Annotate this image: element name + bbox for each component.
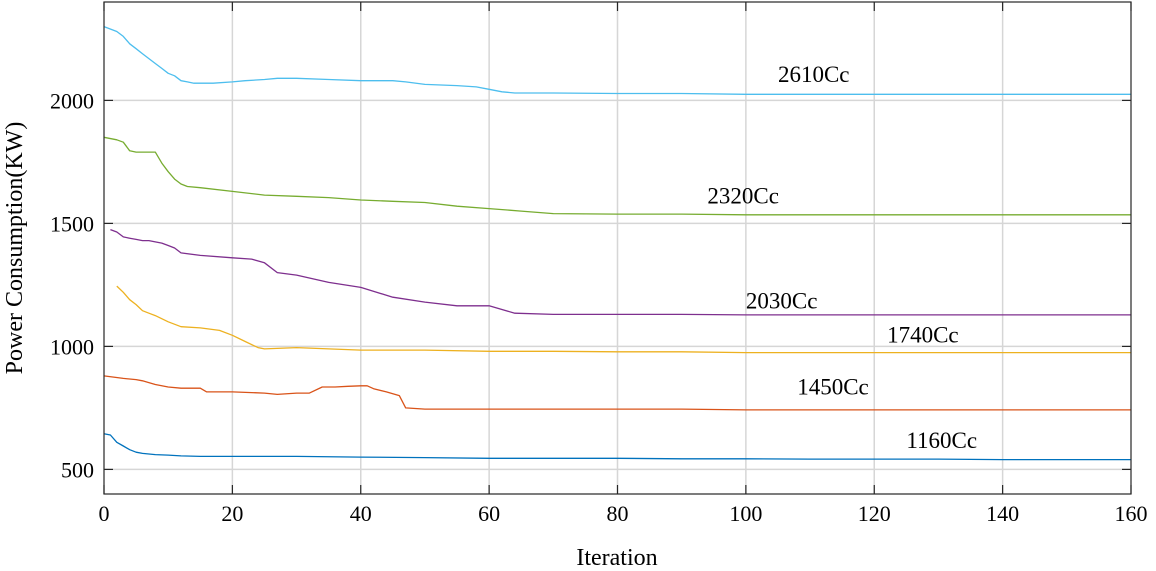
series-label-2610Cc: 2610Cc [778, 62, 850, 87]
series-line-1740Cc [116, 285, 1131, 354]
y-axis-title: Power Consumption(KW) [2, 122, 28, 375]
x-tick-label: 120 [858, 501, 891, 526]
series-line-2030Cc [110, 228, 1131, 316]
x-tick-label: 100 [729, 501, 762, 526]
x-tick-label: 40 [350, 501, 372, 526]
y-tick-label: 500 [61, 457, 94, 482]
grid [104, 2, 1131, 494]
series-line-1450Cc [103, 375, 1131, 411]
series-lines [103, 25, 1131, 461]
series-label-1450Cc: 1450Cc [797, 374, 869, 399]
series-label-1160Cc: 1160Cc [906, 428, 977, 453]
x-tick-label: 0 [99, 501, 110, 526]
y-tick-label: 1500 [50, 211, 94, 236]
series-line-2320Cc [103, 136, 1131, 216]
x-axis-title: Iteration [576, 545, 657, 571]
x-tick-label: 20 [221, 501, 243, 526]
ticks: 0 20 40 60 80 100 120 140 160 500 1000 1500 2000 [50, 2, 1148, 526]
y-tick-label: 1000 [50, 334, 94, 359]
series-line-1160Cc [103, 433, 1131, 461]
series-labels: 2610Cc 2320Cc 2030Cc 1740Cc 1450Cc 1160Cc [707, 62, 977, 453]
series-label-2320Cc: 2320Cc [707, 184, 779, 209]
y-tick-label: 2000 [50, 88, 94, 113]
series-line-2610Cc [103, 25, 1131, 95]
series-label-2030Cc: 2030Cc [746, 288, 818, 313]
x-tick-label: 80 [607, 501, 629, 526]
x-tick-label: 140 [986, 501, 1019, 526]
x-tick-label: 60 [478, 501, 500, 526]
x-tick-label: 160 [1115, 501, 1148, 526]
series-label-1740Cc: 1740Cc [887, 323, 959, 348]
